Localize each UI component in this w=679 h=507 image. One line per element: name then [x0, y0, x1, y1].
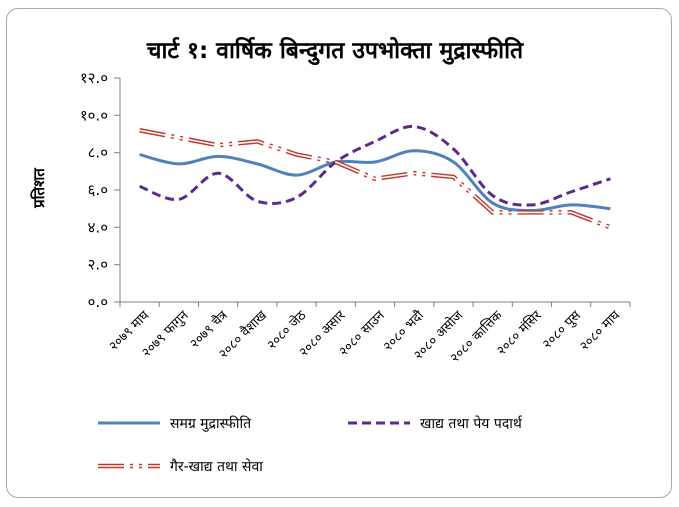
chart-title: चार्ट १: वार्षिक बिन्दुगत उपभोक्ता मुद्र… [146, 36, 524, 66]
series-food-beverage-line [139, 125, 611, 207]
legend-label: खाद्य तथा पेय पदार्थ [420, 415, 523, 432]
legend-label: गैर-खाद्य तथा सेवा [170, 458, 263, 475]
legend: समग्र मुद्रास्फीति खाद्य तथा पेय पदार्थ गै… [98, 415, 523, 475]
series-group [139, 125, 612, 230]
y-tick-label: १०.० [80, 106, 108, 124]
y-tick-label: ०.० [88, 293, 108, 311]
y-tick-label: २.० [88, 256, 108, 274]
y-axis-label: प्रतिशत [30, 167, 48, 209]
y-tick-label: ८.० [88, 144, 108, 162]
chart-frame [6, 8, 672, 498]
y-tick-label: ४.० [88, 218, 108, 236]
legend-label: समग्र मुद्रास्फीति [170, 415, 252, 432]
series-nonfood-services-line [139, 128, 612, 230]
y-tick-label: १२.० [80, 69, 108, 87]
x-tick-label: २०८० पुस [540, 308, 584, 352]
x-tick-label: २०८० माघ [577, 308, 623, 354]
y-tick-label: ६.० [88, 181, 108, 199]
series-line-inner [139, 129, 611, 229]
